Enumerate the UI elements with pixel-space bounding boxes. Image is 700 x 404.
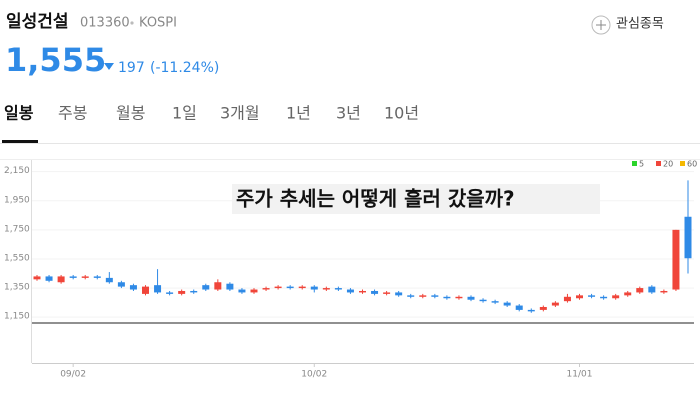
candle-body — [129, 285, 137, 290]
tab[interactable]: 3년 — [336, 104, 361, 123]
candle-body — [612, 295, 620, 299]
candle-body — [178, 290, 186, 294]
change: 197 — [118, 60, 145, 76]
y-tick-label: 1,550 — [4, 253, 30, 263]
candle-body — [624, 292, 632, 296]
candle-body — [684, 216, 692, 259]
tab[interactable]: 1일 — [172, 104, 197, 123]
candle-body — [45, 276, 53, 281]
candle-body — [491, 301, 499, 303]
legend-label: 60 — [687, 160, 697, 169]
candle-body — [431, 295, 439, 297]
candle-body — [298, 286, 306, 289]
candle-body — [226, 283, 234, 290]
tabs: 일봉 주봉 월봉 1일 3개월 1년 3년 10년 — [2, 104, 419, 143]
legend-swatch — [632, 161, 637, 166]
separator-dot — [130, 21, 134, 25]
candle-body — [117, 282, 125, 287]
candle-body — [69, 276, 77, 278]
candle-body — [660, 290, 668, 293]
candle-body — [455, 296, 463, 299]
tab[interactable]: 10년 — [384, 104, 419, 123]
legend-label: 5 — [639, 160, 644, 169]
candle-body — [93, 276, 101, 278]
tab[interactable]: 일봉 — [4, 104, 34, 123]
candle-body — [214, 282, 222, 290]
watch-button[interactable]: 관심종목 — [591, 15, 664, 35]
down-arrow — [104, 63, 114, 70]
candle-body — [250, 289, 258, 293]
candle-body — [648, 286, 656, 293]
candle-body — [33, 276, 41, 280]
plus-sign — [596, 20, 606, 30]
y-tick-label: 2,150 — [4, 166, 30, 176]
candle-body — [576, 295, 583, 299]
market: KOSPI — [139, 16, 177, 31]
candle-body — [371, 290, 379, 294]
change-pct: (-11.24%) — [150, 60, 219, 76]
overlay-text: 주가 추세는 어떻게 흘러 갔을까? — [236, 187, 515, 211]
candle-body — [407, 295, 415, 297]
x-tick-label: 09/02 — [60, 370, 86, 380]
candle-body — [334, 288, 342, 290]
active-tab-underline — [2, 140, 38, 143]
x-tick-label: 10/02 — [301, 370, 327, 380]
candle-body — [539, 306, 547, 310]
candle-body — [503, 302, 511, 306]
candle-body — [359, 290, 366, 293]
candle-body — [527, 309, 535, 312]
x-tick-label: 11/01 — [567, 370, 593, 380]
candle-body — [551, 302, 559, 306]
candle-body — [563, 296, 571, 302]
candle-body — [515, 305, 523, 310]
price: 1,555 — [5, 41, 106, 79]
candle-body — [274, 286, 282, 289]
candle-body — [346, 289, 354, 293]
candle-body — [238, 289, 246, 293]
candle-body — [443, 296, 451, 299]
stock-code: 013360 — [80, 16, 130, 31]
candle-body — [419, 295, 427, 297]
candle-body — [262, 288, 270, 290]
candle-body — [588, 295, 596, 297]
candle-body — [81, 276, 89, 278]
watch-label: 관심종목 — [616, 17, 664, 32]
tab[interactable]: 1년 — [286, 104, 311, 123]
y-tick-label: 1,150 — [4, 312, 30, 322]
overlay-bg — [232, 184, 600, 214]
candle-body — [672, 229, 680, 290]
candle-body — [467, 296, 475, 300]
candle-body — [395, 292, 403, 296]
candle-body — [142, 286, 149, 294]
candle-body — [600, 296, 608, 299]
plus-icon — [591, 15, 611, 35]
candle-body — [322, 288, 330, 290]
legend-swatch — [680, 161, 685, 166]
candle-body — [154, 285, 162, 293]
tab[interactable]: 월봉 — [116, 104, 145, 123]
candle-body — [202, 285, 210, 290]
candle-body — [383, 292, 391, 294]
candle-body — [57, 276, 65, 283]
candle-body — [190, 290, 198, 293]
y-tick-label: 1,950 — [4, 195, 30, 205]
candle-body — [310, 286, 318, 290]
stock-name: 일성건설 — [6, 12, 69, 32]
chart: 1,150 1,350 1,550 1,750 1,950 2,150 5 20 60 09/02… — [0, 159, 700, 380]
candle-body — [166, 292, 174, 294]
candle-body — [636, 288, 644, 293]
y-tick-label: 1,350 — [4, 283, 30, 293]
candle-body — [479, 299, 487, 302]
tab[interactable]: 3개월 — [220, 104, 260, 123]
candle-body — [105, 277, 113, 283]
candle-body — [286, 286, 294, 289]
tab[interactable]: 주봉 — [58, 104, 87, 123]
legend-swatch — [656, 161, 661, 166]
legend-label: 20 — [663, 160, 673, 169]
y-tick-label: 1,750 — [4, 224, 30, 234]
